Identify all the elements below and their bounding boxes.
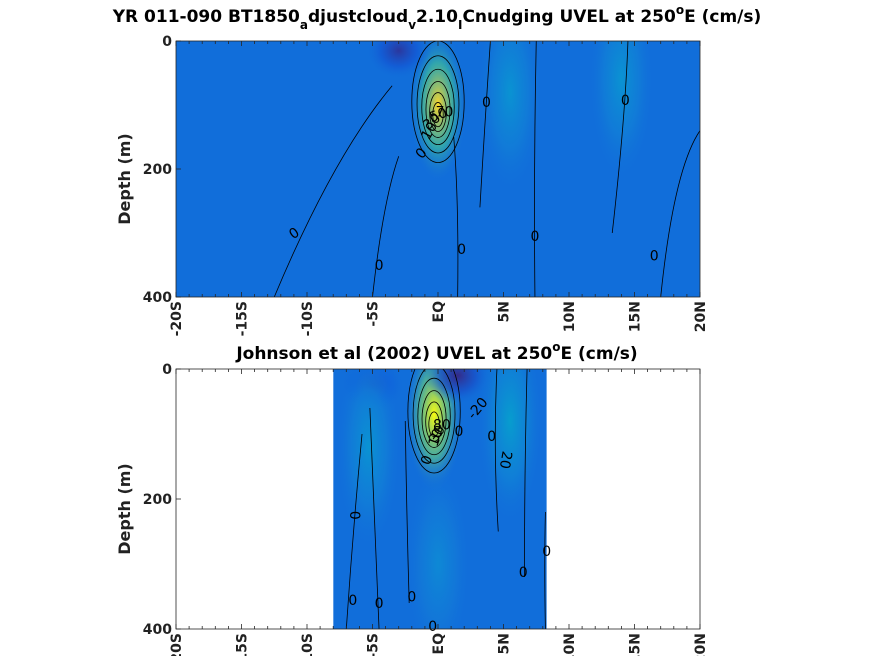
x-tick-label: 15N [628, 633, 644, 656]
x-tick-label: -5S [366, 633, 382, 656]
contour-label: 0 [621, 93, 630, 109]
zero-contour [404, 420, 410, 604]
zero-contour [479, 41, 491, 208]
contour-label: 0 [428, 619, 437, 635]
current-eastward [335, 369, 402, 551]
contour-label: 0 [375, 258, 384, 274]
zero-contour [369, 407, 380, 629]
x-tick-label: 5N [497, 301, 513, 322]
contour-label: 0 [348, 593, 357, 609]
velocity-field [176, 41, 700, 297]
x-tick-label: -15S [235, 633, 251, 656]
contour-label: 10 [418, 119, 441, 142]
x-tick-label: -10S [300, 633, 316, 656]
x-tick-label: -15S [235, 301, 251, 336]
contour-label: 70 [436, 104, 454, 120]
contour-line [412, 369, 456, 464]
x-tick-label: EQ [431, 301, 447, 323]
y-tick-label: 400 [143, 622, 172, 638]
zero-contour [345, 433, 363, 629]
y-tick-label: 200 [143, 492, 172, 508]
y-tick-label: 0 [162, 362, 172, 378]
current-jet [409, 41, 467, 182]
x-tick-label: -20S [169, 301, 185, 336]
contour-line [417, 377, 451, 456]
contour-line [421, 390, 447, 448]
contour-line [425, 401, 443, 442]
contour-label: 20 [496, 450, 515, 470]
zero-contour [453, 136, 459, 297]
current-eastward [477, 41, 543, 195]
contour-label: 0 [375, 596, 384, 612]
chart-title-2: Johnson et al (2002) UVEL at 250oE (cm/s… [235, 340, 637, 364]
contour-label: 50 [427, 105, 449, 126]
chart-title-1: YR 011-090 BT1850adjustcloudv2.10ICnudgi… [112, 3, 762, 32]
x-tick-label: 15N [628, 301, 644, 332]
zero-contour [494, 369, 499, 532]
current-eastward [405, 460, 471, 629]
contour-line [425, 81, 451, 138]
y-axis-label: Depth (m) [115, 133, 134, 225]
contour-label: 0 [348, 511, 364, 520]
contour-label: 0 [542, 544, 551, 560]
zero-contour [524, 369, 528, 578]
contour-label: 0 [457, 242, 466, 258]
contour-line [416, 55, 460, 154]
contour-label: 0 [407, 590, 416, 606]
contour-line [407, 369, 461, 474]
y-tick-label: 200 [143, 162, 172, 178]
zero-contour [273, 85, 393, 297]
zero-contour [660, 130, 700, 297]
contour-label: 80 [433, 417, 451, 433]
contour-line [421, 68, 455, 146]
contour-label: 0 [650, 248, 659, 264]
contour-label: 30 [426, 423, 449, 446]
x-tick-label: 5N [497, 633, 513, 654]
contour-line [428, 411, 440, 437]
current-westward [365, 41, 432, 80]
zero-contour [372, 156, 400, 297]
x-tick-label: -5S [366, 301, 382, 327]
x-tick-label: -10S [300, 301, 316, 336]
zero-contour [534, 41, 537, 297]
y-axis-label: Depth (m) [115, 463, 134, 555]
zero-contour [544, 511, 546, 629]
x-tick-label: 10N [562, 633, 578, 656]
current-eastward [588, 41, 655, 182]
x-tick-label: 20N [693, 633, 709, 656]
x-tick-label: 20N [693, 301, 709, 332]
contour-label: 0 [482, 95, 491, 111]
contour-label: 0 [487, 429, 496, 445]
y-tick-label: 0 [162, 34, 172, 50]
contour-label: 0 [519, 565, 528, 581]
x-tick-label: -20S [169, 633, 185, 656]
contour-line [432, 102, 444, 128]
x-tick-label: EQ [431, 633, 447, 655]
contour-label: 10 [426, 426, 447, 448]
x-tick-label: 10N [562, 301, 578, 332]
zero-contour [611, 41, 629, 234]
y-tick-label: 400 [143, 290, 172, 306]
velocity-field [333, 369, 547, 629]
contour-label: 0 [530, 229, 539, 245]
contour-line [429, 92, 447, 132]
contour-label: 0 [454, 424, 463, 440]
